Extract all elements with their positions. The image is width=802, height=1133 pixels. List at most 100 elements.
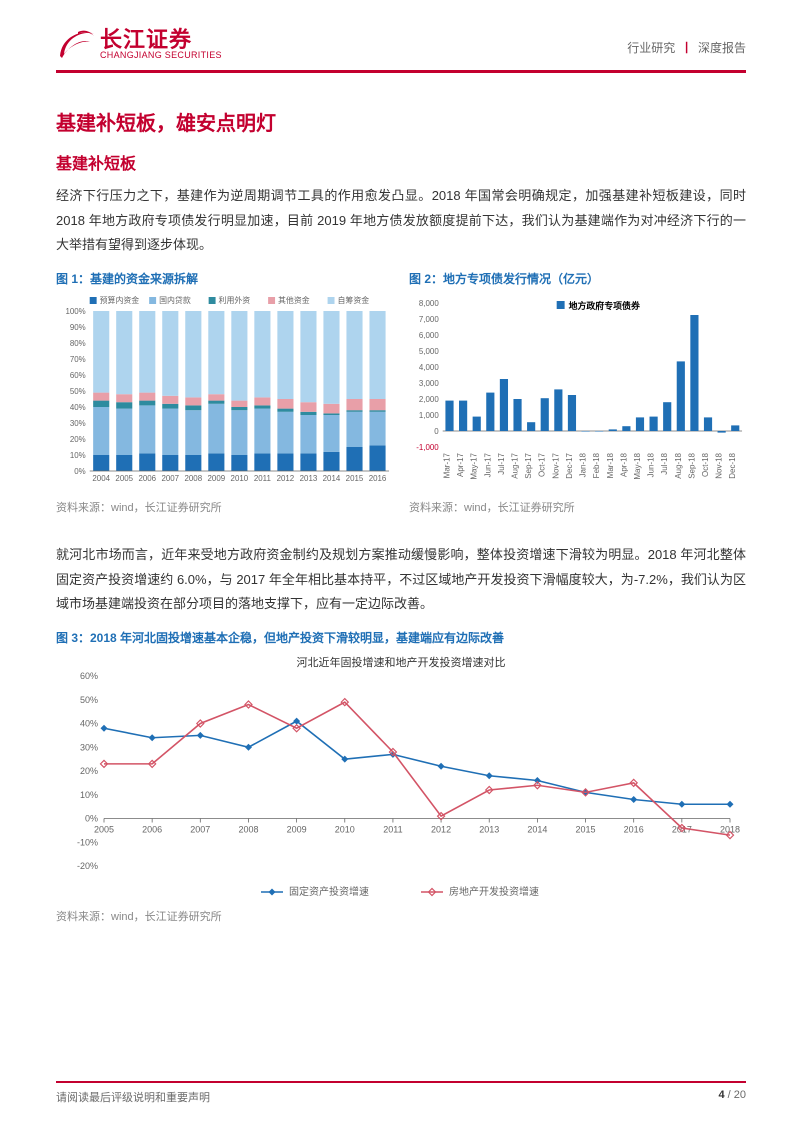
svg-text:2008: 2008 xyxy=(238,825,258,835)
svg-text:0: 0 xyxy=(434,427,439,436)
logo-icon xyxy=(56,26,96,62)
svg-text:1,000: 1,000 xyxy=(419,411,439,420)
svg-text:10%: 10% xyxy=(70,451,86,460)
svg-text:Oct-18: Oct-18 xyxy=(701,452,710,477)
svg-text:Mar-17: Mar-17 xyxy=(443,452,452,478)
page-current: 4 xyxy=(718,1089,724,1101)
svg-text:预算内资金: 预算内资金 xyxy=(100,295,140,305)
svg-text:2018: 2018 xyxy=(720,825,740,835)
svg-text:2014: 2014 xyxy=(527,825,547,835)
content-body: 基建补短板，雄安点明灯 基建补短板 经济下行压力之下，基建作为逆周期调节工具的作… xyxy=(56,73,746,924)
svg-text:2011: 2011 xyxy=(254,474,272,483)
fig1-source: 资料来源：wind，长江证券研究所 xyxy=(56,499,393,515)
svg-text:Mar-18: Mar-18 xyxy=(606,452,615,478)
svg-text:Aug-18: Aug-18 xyxy=(674,452,683,478)
svg-text:50%: 50% xyxy=(70,387,86,396)
svg-text:2,000: 2,000 xyxy=(419,395,439,404)
svg-text:80%: 80% xyxy=(70,339,86,348)
svg-text:2008: 2008 xyxy=(185,474,203,483)
svg-text:河北近年固投增速和地产开发投资增速对比: 河北近年固投增速和地产开发投资增速对比 xyxy=(297,655,506,669)
page-number: 4 / 20 xyxy=(718,1089,746,1105)
svg-text:Jun-17: Jun-17 xyxy=(483,452,492,477)
svg-text:Aug-17: Aug-17 xyxy=(511,452,520,478)
svg-text:2016: 2016 xyxy=(624,825,644,835)
svg-text:0%: 0% xyxy=(85,814,98,824)
svg-text:2004: 2004 xyxy=(92,474,110,483)
fig3-source: 资料来源：wind，长江证券研究所 xyxy=(56,908,746,924)
svg-text:Oct-17: Oct-17 xyxy=(538,452,547,477)
svg-text:May-18: May-18 xyxy=(633,452,642,479)
svg-text:7,000: 7,000 xyxy=(419,315,439,324)
svg-text:40%: 40% xyxy=(80,719,98,729)
svg-text:40%: 40% xyxy=(70,403,86,412)
svg-text:地方政府专项债券: 地方政府专项债券 xyxy=(569,300,641,311)
paragraph-1: 经济下行压力之下，基建作为逆周期调节工具的作用愈发凸显。2018 年国常会明确规… xyxy=(56,184,746,258)
logo-text-en: CHANGJIANG SECURITIES xyxy=(100,51,222,60)
svg-text:2010: 2010 xyxy=(231,474,249,483)
svg-text:2005: 2005 xyxy=(94,825,114,835)
svg-text:6,000: 6,000 xyxy=(419,331,439,340)
svg-text:Jan-18: Jan-18 xyxy=(579,452,588,477)
svg-text:70%: 70% xyxy=(70,355,86,364)
svg-text:2015: 2015 xyxy=(576,825,596,835)
header-category: 行业研究 丨 深度报告 xyxy=(627,39,746,62)
logo-block: 长江证券 CHANGJIANG SECURITIES xyxy=(56,26,222,62)
svg-text:-1,000: -1,000 xyxy=(416,443,439,452)
svg-text:2009: 2009 xyxy=(287,825,307,835)
fig1-chart: 预算内资金国内贷款利用外资其他资金自筹资金0%10%20%30%40%50%60… xyxy=(56,293,393,493)
svg-text:3,000: 3,000 xyxy=(419,379,439,388)
svg-text:30%: 30% xyxy=(70,419,86,428)
svg-text:100%: 100% xyxy=(65,307,85,316)
svg-text:2013: 2013 xyxy=(300,474,318,483)
svg-text:Feb-18: Feb-18 xyxy=(592,452,601,478)
svg-text:50%: 50% xyxy=(80,695,98,705)
svg-text:-10%: -10% xyxy=(77,837,98,847)
svg-text:60%: 60% xyxy=(80,671,98,681)
page-header: 长江证券 CHANGJIANG SECURITIES 行业研究 丨 深度报告 xyxy=(56,0,746,73)
svg-text:Dec-17: Dec-17 xyxy=(565,452,574,478)
fig3-title: 图 3：2018 年河北固投增速基本企稳，但地产投资下滑较明显，基建端应有边际改… xyxy=(56,629,746,646)
svg-text:2006: 2006 xyxy=(138,474,156,483)
svg-text:8,000: 8,000 xyxy=(419,299,439,308)
svg-text:20%: 20% xyxy=(80,766,98,776)
page-total: 20 xyxy=(734,1089,746,1101)
footer-note: 请阅读最后评级说明和重要声明 xyxy=(56,1089,210,1105)
svg-text:-20%: -20% xyxy=(77,861,98,871)
svg-text:国内贷款: 国内贷款 xyxy=(159,295,191,305)
svg-text:10%: 10% xyxy=(80,790,98,800)
svg-text:Nov-18: Nov-18 xyxy=(715,452,724,478)
svg-text:Apr-18: Apr-18 xyxy=(619,452,628,477)
svg-text:2005: 2005 xyxy=(115,474,133,483)
separator-icon: 丨 xyxy=(679,41,695,55)
svg-text:2012: 2012 xyxy=(277,474,295,483)
svg-text:60%: 60% xyxy=(70,371,86,380)
svg-text:90%: 90% xyxy=(70,323,86,332)
header-cat-a: 行业研究 xyxy=(627,41,675,55)
svg-text:Sep-17: Sep-17 xyxy=(524,452,533,478)
svg-text:2015: 2015 xyxy=(346,474,364,483)
svg-text:2013: 2013 xyxy=(479,825,499,835)
fig1-title: 图 1：基建的资金来源拆解 xyxy=(56,270,393,287)
svg-text:2014: 2014 xyxy=(323,474,341,483)
svg-text:利用外资: 利用外资 xyxy=(219,295,251,305)
svg-text:4,000: 4,000 xyxy=(419,363,439,372)
svg-text:0%: 0% xyxy=(74,467,85,476)
fig2-chart: -1,000 0 1,000 2,000 3,000 4,000 5,000 6,000 7,0… xyxy=(409,293,746,493)
svg-text:2007: 2007 xyxy=(161,474,179,483)
svg-text:Jul-18: Jul-18 xyxy=(660,452,669,474)
svg-text:2012: 2012 xyxy=(431,825,451,835)
svg-text:Dec-18: Dec-18 xyxy=(728,452,737,478)
svg-text:Jul-17: Jul-17 xyxy=(497,452,506,474)
svg-text:5,000: 5,000 xyxy=(419,347,439,356)
fig2-title: 图 2：地方专项债发行情况（亿元） xyxy=(409,270,746,287)
svg-text:2010: 2010 xyxy=(335,825,355,835)
svg-text:2006: 2006 xyxy=(142,825,162,835)
header-cat-b: 深度报告 xyxy=(698,41,746,55)
svg-text:30%: 30% xyxy=(80,742,98,752)
svg-text:2007: 2007 xyxy=(190,825,210,835)
logo-text-cn: 长江证券 xyxy=(100,29,222,51)
svg-text:自筹资金: 自筹资金 xyxy=(337,295,369,305)
svg-text:2016: 2016 xyxy=(369,474,387,483)
paragraph-2: 就河北市场而言，近年来受地方政府资金制约及规划方案推动缓慢影响，整体投资增速下滑… xyxy=(56,543,746,617)
heading-2: 基建补短板 xyxy=(56,150,746,174)
